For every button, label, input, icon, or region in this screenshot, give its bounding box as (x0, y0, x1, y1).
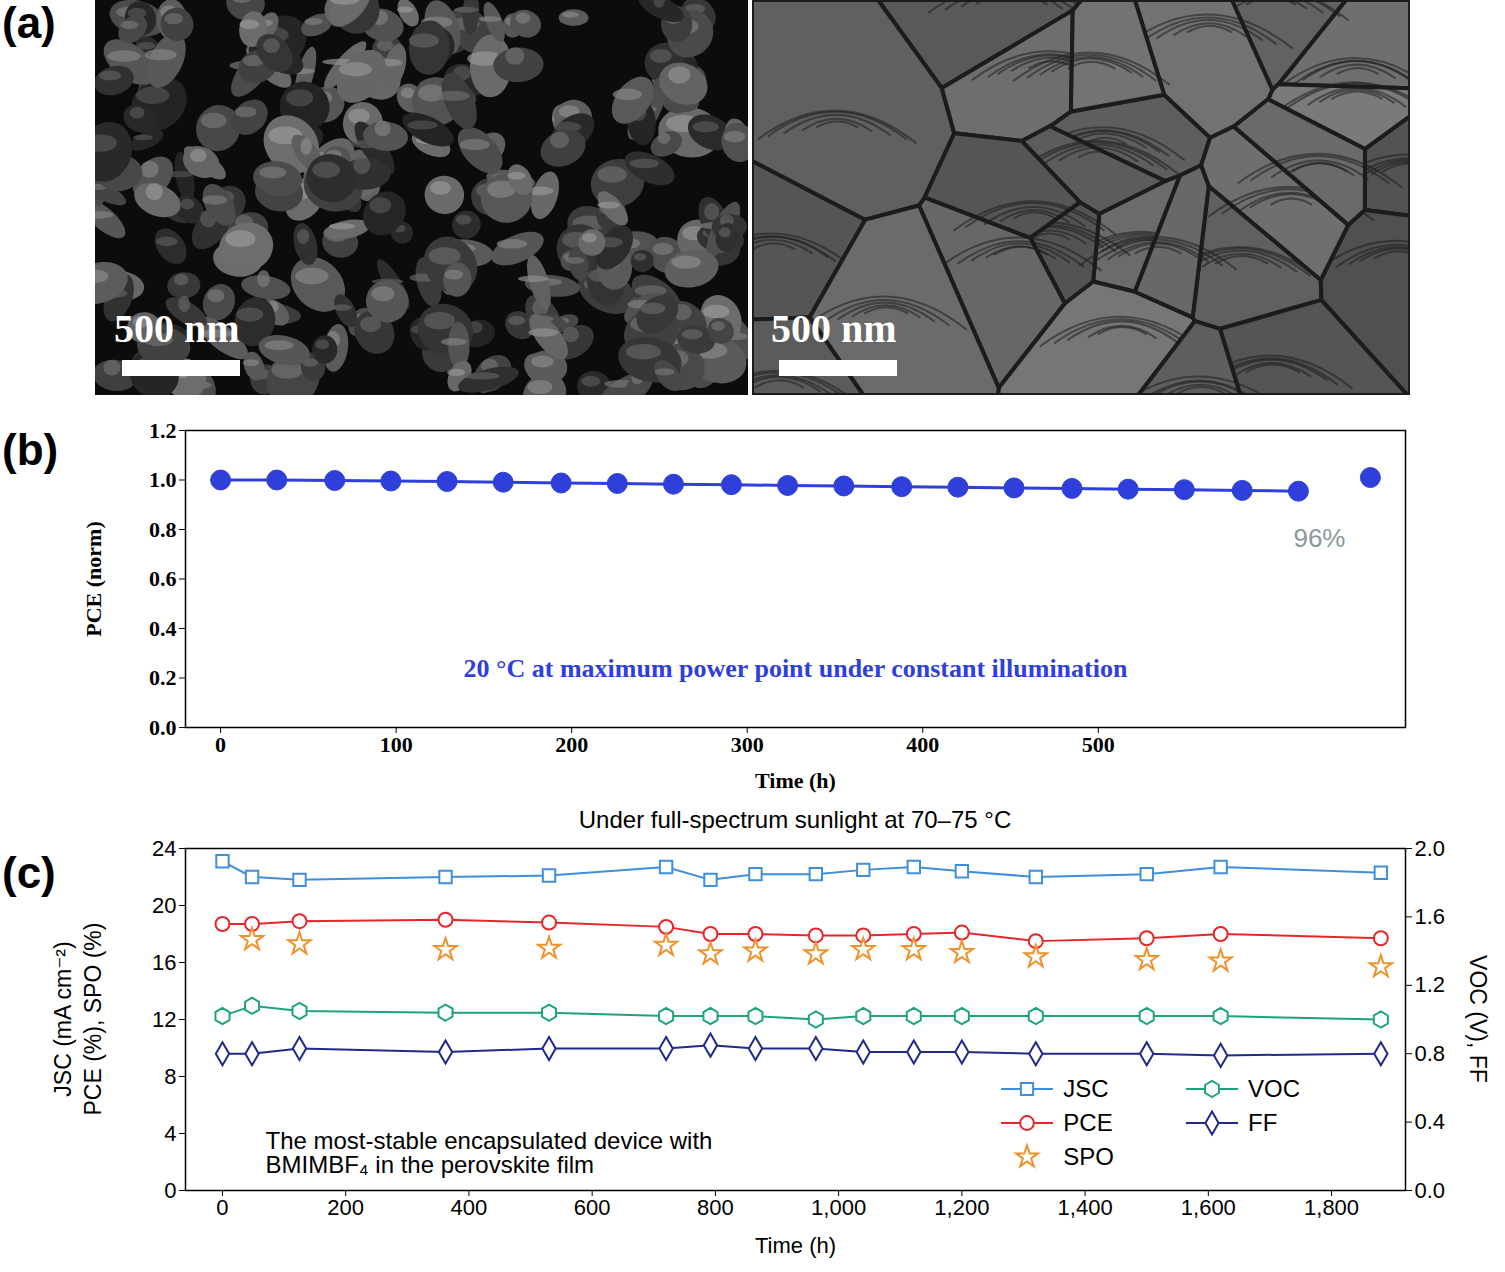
svg-text:600: 600 (574, 1195, 611, 1220)
html-text:VOC (V), FF: VOC (V), FF (1465, 955, 1491, 1083)
svg-text:The most-stable encapsulated d: The most-stable encapsulated device with… (266, 1127, 713, 1178)
svg-text:0: 0 (215, 732, 226, 757)
svg-text:8: 8 (164, 1064, 176, 1089)
svg-text:0.0: 0.0 (149, 715, 177, 740)
svg-text:1.0: 1.0 (149, 467, 177, 492)
svg-text:0.0: 0.0 (1415, 1178, 1446, 1203)
svg-text:Time (h): Time (h) (755, 768, 836, 793)
html-text:SPO: SPO (1063, 1143, 1114, 1170)
svg-text:0.6: 0.6 (149, 566, 177, 591)
html-text:(c): (c) (2, 848, 56, 897)
svg-text:1,200: 1,200 (934, 1195, 989, 1220)
svg-text:100: 100 (380, 732, 413, 757)
svg-text:500: 500 (1082, 732, 1115, 757)
svg-text:Time (h): Time (h) (755, 1233, 836, 1258)
svg-text:0.8: 0.8 (149, 517, 177, 542)
html-text:FF: FF (1248, 1109, 1278, 1136)
svg-text:1.2: 1.2 (1415, 972, 1446, 997)
svg-text:1,600: 1,600 (1181, 1195, 1236, 1220)
svg-text:1.6: 1.6 (1415, 904, 1446, 929)
svg-text:2.0: 2.0 (1415, 836, 1446, 861)
html-text:(b): (b) (2, 425, 59, 474)
svg-text:PCE (norm): PCE (norm) (81, 521, 106, 636)
svg-text:1.2: 1.2 (149, 418, 177, 443)
html-text:PCE: PCE (1063, 1109, 1113, 1136)
svg-text:400: 400 (451, 1195, 488, 1220)
svg-text:200: 200 (327, 1195, 364, 1220)
svg-text:500 nm: 500 nm (114, 306, 240, 351)
svg-text:500 nm: 500 nm (771, 306, 897, 351)
svg-text:0.8: 0.8 (1415, 1041, 1446, 1066)
svg-text:20 °C at maximum power point u: 20 °C at maximum power point under const… (464, 654, 1128, 683)
html-text:VOC: VOC (1248, 1075, 1300, 1102)
svg-text:96%: 96% (1293, 523, 1345, 553)
svg-text:0.4: 0.4 (149, 616, 177, 641)
svg-text:0.2: 0.2 (149, 665, 177, 690)
svg-text:4: 4 (164, 1121, 176, 1146)
svg-text:16: 16 (152, 950, 176, 975)
svg-text:1,400: 1,400 (1058, 1195, 1113, 1220)
svg-text:0: 0 (216, 1195, 228, 1220)
html-text:Under full-spectrum sunlight a: Under full-spectrum sunlight at 70–75 °C (578, 806, 1012, 833)
svg-text:0: 0 (164, 1178, 176, 1203)
svg-text:200: 200 (555, 732, 588, 757)
svg-text:1,800: 1,800 (1304, 1195, 1359, 1220)
svg-text:1,000: 1,000 (811, 1195, 866, 1220)
svg-text:24: 24 (152, 836, 176, 861)
svg-text:0.4: 0.4 (1415, 1109, 1446, 1134)
svg-text:400: 400 (906, 732, 939, 757)
svg-text:12: 12 (152, 1007, 176, 1032)
svg-text:800: 800 (697, 1195, 734, 1220)
svg-text:300: 300 (731, 732, 764, 757)
svg-text:20: 20 (152, 893, 176, 918)
html-text:JSC: JSC (1063, 1075, 1109, 1102)
html-text:JSC (mA cm⁻²) PCE (%), SPO (%): JSC (mA cm⁻²) PCE (%), SPO (%) (50, 922, 106, 1116)
